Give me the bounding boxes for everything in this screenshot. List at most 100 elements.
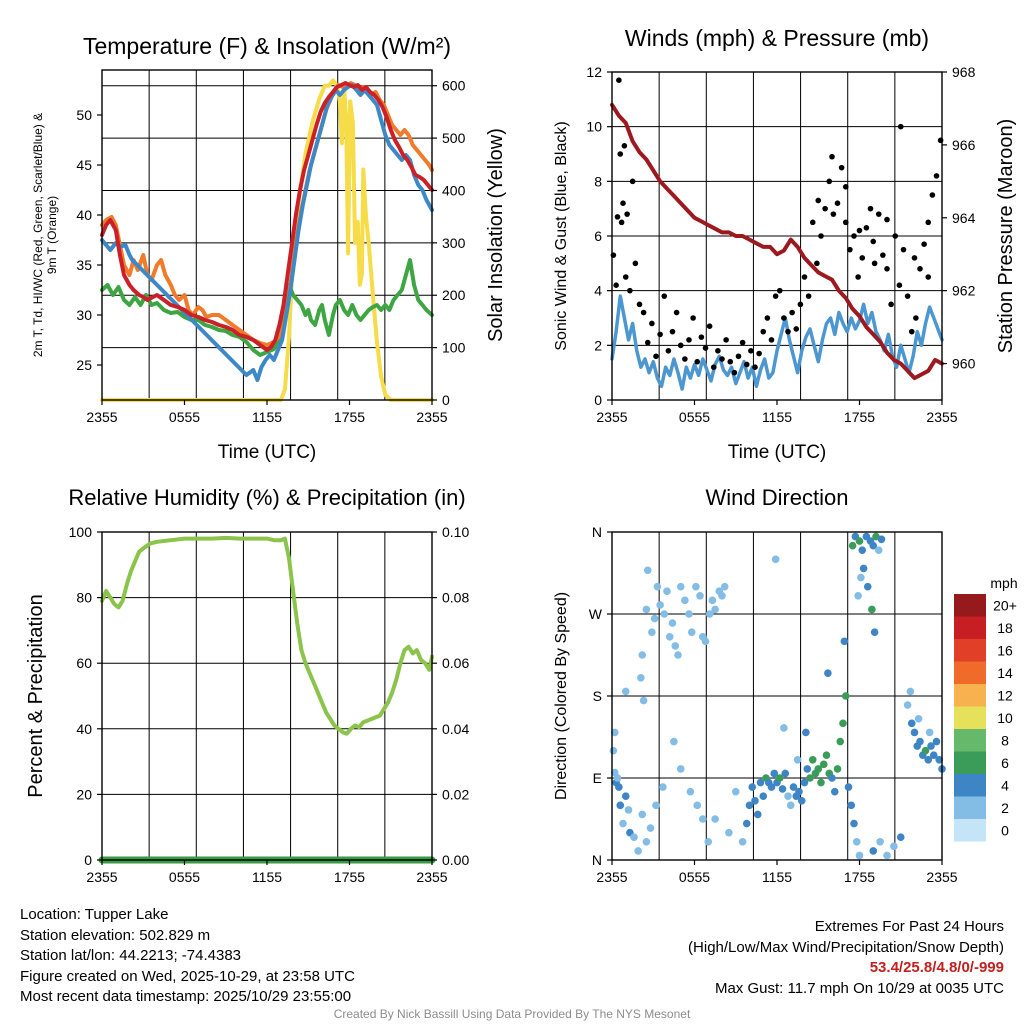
y2-tick-label: 0.10 <box>442 524 469 540</box>
gust-point <box>710 364 717 371</box>
direction-point <box>883 851 891 860</box>
y2-tick-label: 600 <box>442 78 466 94</box>
x-tick-label: 1755 <box>844 409 875 425</box>
direction-point <box>839 719 847 728</box>
direction-point <box>927 742 935 750</box>
direction-point <box>869 847 878 855</box>
direction-point <box>819 760 828 769</box>
gust-point <box>669 328 676 335</box>
y-tick-label: 80 <box>76 590 92 606</box>
station-info: Location: Tupper Lake Station elevation:… <box>20 905 355 1008</box>
y2-tick-label: 0 <box>442 392 450 408</box>
direction-point <box>874 546 883 555</box>
direction-point <box>711 815 719 823</box>
y2-tick-label: 968 <box>952 64 976 80</box>
direction-point <box>759 792 768 801</box>
direction-point <box>616 801 625 810</box>
direction-point <box>610 728 619 737</box>
direction-point <box>660 610 669 618</box>
y-tick-label: N <box>592 852 602 868</box>
gust-point <box>863 225 870 231</box>
gust-point <box>847 246 853 253</box>
gust-point <box>781 315 787 321</box>
colorbar-label: 14 <box>997 665 1013 681</box>
gust-point <box>620 200 626 206</box>
direction-point <box>921 746 930 755</box>
y-tick-label: 45 <box>76 157 92 173</box>
created-text: Figure created on Wed, 2025-10-29, at 23… <box>20 967 355 985</box>
direction-point <box>711 605 719 614</box>
direction-point <box>850 819 858 828</box>
gust-point <box>772 293 779 299</box>
direction-point <box>847 801 856 810</box>
direction-point <box>907 719 916 728</box>
direction-point <box>925 728 934 737</box>
direction-point <box>613 774 622 782</box>
direction-point <box>668 619 677 627</box>
direction-point <box>704 837 713 846</box>
gust-point <box>842 184 849 190</box>
gust-point <box>880 252 886 258</box>
gust-point <box>805 293 812 299</box>
x-tick-label: 2355 <box>926 869 957 885</box>
direction-point <box>692 582 700 591</box>
y-tick-label: S <box>593 688 602 704</box>
colorbar-swatch <box>954 594 986 617</box>
gust-point <box>801 274 808 280</box>
direction-point <box>797 796 806 805</box>
gust-point <box>867 205 874 212</box>
direction-point <box>932 737 941 746</box>
direction-point <box>686 787 695 796</box>
y-tick-label: 8 <box>594 173 602 189</box>
direction-point <box>742 819 751 828</box>
extremes-values: 53.4/25.8/4.8/0/-999 <box>869 959 1004 976</box>
y-tick-label: 30 <box>76 307 92 323</box>
direction-point <box>648 628 656 637</box>
direction-point <box>646 824 655 832</box>
direction-point <box>751 796 759 805</box>
x-tick-label: 2355 <box>86 869 117 885</box>
chart-title: Winds (mph) & Pressure (mb) <box>625 25 929 51</box>
location-text: Location: Tupper Lake <box>20 906 169 923</box>
y2-tick-label: 400 <box>442 182 466 198</box>
credit-text: Created By Nick Bassill Using Data Provi… <box>333 1007 691 1021</box>
gust-point <box>829 153 835 160</box>
gust-point <box>614 214 621 220</box>
gust-point <box>760 328 767 335</box>
y-tick-label: E <box>593 770 602 786</box>
chart-title: Temperature (F) & Insolation (W/m²) <box>83 33 451 59</box>
direction-point <box>638 651 647 659</box>
gust-point <box>871 260 878 267</box>
series-line-dew-point <box>100 258 434 357</box>
direction-point <box>803 765 812 773</box>
gust-point <box>632 260 639 267</box>
direction-point <box>685 610 693 618</box>
direction-point <box>720 582 729 591</box>
gust-point <box>694 358 701 365</box>
direction-point <box>868 605 876 614</box>
direction-point <box>800 778 809 787</box>
direction-point <box>929 751 938 760</box>
gust-point <box>896 282 903 289</box>
direction-point <box>619 819 627 828</box>
direction-point <box>656 601 664 609</box>
gust-point <box>621 143 628 149</box>
colorbar-label: 12 <box>997 687 1013 703</box>
direction-point <box>624 806 633 814</box>
direction-point <box>652 801 660 810</box>
gust-point <box>636 301 643 308</box>
direction-point <box>731 787 740 796</box>
x-tick-label: 2355 <box>926 409 957 425</box>
gust-point <box>809 219 816 226</box>
colorbar-swatch <box>954 706 986 729</box>
extremes-title: Extremes For Past 24 Hours <box>814 918 1004 935</box>
direction-point <box>642 605 651 614</box>
extremes-info: Extremes For Past 24 Hours (High/Low/Max… <box>688 917 1004 999</box>
direction-point <box>639 696 648 705</box>
y-tick-label: 100 <box>69 524 93 540</box>
y2-tick-label: 500 <box>442 130 466 146</box>
direction-point <box>896 833 905 842</box>
direction-point <box>806 774 814 782</box>
gust-point <box>616 77 622 83</box>
colorbar-label: 6 <box>1001 755 1009 771</box>
